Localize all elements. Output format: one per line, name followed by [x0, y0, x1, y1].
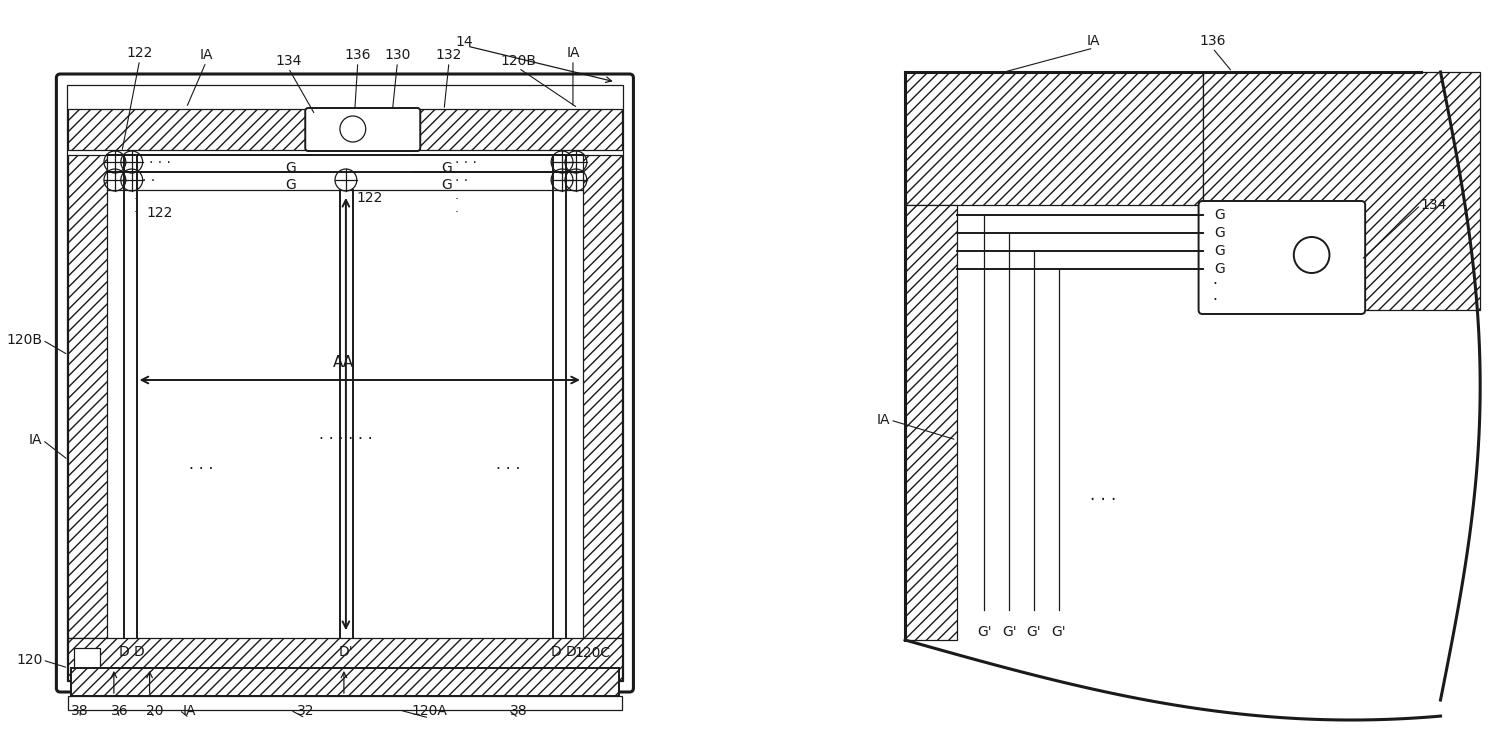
Text: 38: 38 [510, 704, 526, 718]
Text: G': G' [1052, 625, 1066, 639]
Text: ·: · [454, 206, 459, 220]
FancyBboxPatch shape [1198, 201, 1365, 314]
Text: ·: · [1212, 292, 1218, 308]
Text: G: G [285, 161, 296, 175]
Text: G': G' [1026, 625, 1041, 639]
Text: D: D [134, 645, 144, 659]
Text: · · ·: · · · [189, 463, 213, 478]
FancyBboxPatch shape [304, 108, 420, 151]
Bar [69, 155, 106, 638]
Text: D: D [118, 645, 129, 659]
Bar [69, 638, 621, 680]
Text: · · ·: · · · [454, 156, 477, 170]
Text: 14: 14 [454, 35, 472, 49]
Text: · · ·: · · · [148, 156, 171, 170]
Text: 120B: 120B [6, 333, 42, 347]
Bar [69, 696, 621, 710]
Text: G: G [441, 161, 452, 175]
Text: IA: IA [200, 48, 213, 62]
Text: G: G [1215, 226, 1225, 240]
Text: · · ·: · · · [496, 463, 520, 478]
Text: 120C: 120C [574, 646, 610, 660]
Text: G: G [1215, 244, 1225, 258]
Text: 122: 122 [357, 191, 382, 205]
Text: 130: 130 [384, 48, 411, 62]
Text: 38: 38 [72, 704, 88, 718]
Text: IA: IA [566, 46, 579, 60]
Text: 32: 32 [297, 704, 314, 718]
Text: · ·: · · [141, 174, 154, 188]
Text: 132: 132 [436, 48, 462, 62]
FancyBboxPatch shape [57, 74, 633, 692]
Text: 136: 136 [1198, 34, 1225, 48]
Text: · · ·: · · · [1090, 491, 1116, 509]
Text: IA: IA [876, 413, 890, 427]
Text: 120A: 120A [411, 704, 447, 718]
Text: IA: IA [183, 704, 196, 718]
Bar [904, 72, 1203, 205]
Text: 36: 36 [111, 704, 129, 718]
Text: D': D' [339, 645, 352, 659]
Text: D: D [550, 645, 561, 659]
Text: 122: 122 [126, 46, 153, 60]
Bar [70, 668, 618, 696]
Text: G: G [1215, 208, 1225, 222]
Text: IA: IA [1086, 34, 1100, 48]
Text: 136: 136 [345, 48, 370, 62]
Text: 134: 134 [274, 54, 302, 68]
Bar [1203, 72, 1480, 310]
Text: ·: · [454, 194, 459, 206]
Text: · · · · · ·: · · · · · · [320, 433, 372, 448]
Text: D: D [566, 645, 576, 659]
Bar [584, 155, 621, 638]
Bar [74, 648, 100, 668]
Bar [68, 85, 622, 681]
Text: ·: · [134, 194, 138, 206]
Text: G: G [441, 178, 452, 192]
Text: ·: · [134, 206, 138, 220]
Text: G: G [1215, 262, 1225, 276]
Bar [69, 109, 621, 150]
Text: G: G [285, 178, 296, 192]
Bar [904, 205, 957, 640]
Text: ·: · [1212, 278, 1218, 292]
Text: 20: 20 [146, 704, 164, 718]
Text: 134: 134 [1420, 198, 1448, 212]
Text: G': G' [1002, 625, 1017, 639]
Text: 120B: 120B [501, 54, 537, 68]
Text: AA: AA [333, 355, 354, 370]
Text: 122: 122 [147, 206, 172, 220]
Text: 120: 120 [16, 653, 42, 667]
Text: IA: IA [28, 433, 42, 447]
Text: G': G' [976, 625, 992, 639]
Text: · ·: · · [454, 174, 468, 188]
